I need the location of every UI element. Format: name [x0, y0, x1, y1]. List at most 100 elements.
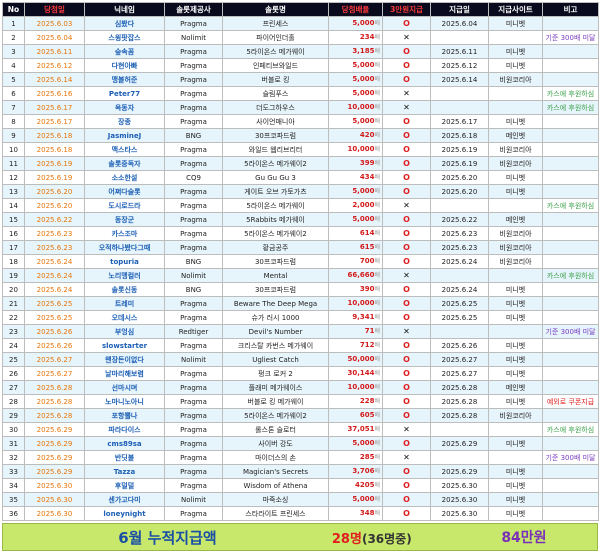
- cell-slot-name: 30프코파드럼: [222, 254, 329, 269]
- cell-provider: BNG: [164, 128, 223, 143]
- cell-nickname: loneynight: [84, 506, 165, 521]
- cell-note: [542, 16, 599, 31]
- cell-provider: Pragma: [164, 408, 223, 423]
- cell-provider: Pragma: [164, 478, 223, 493]
- unpaid-x-icon: ✕: [382, 198, 431, 213]
- cell-pay-site: 메인벳: [488, 128, 543, 143]
- cell-note: [542, 492, 599, 507]
- cell-slot-name: 5라이온스 메가웨이2: [222, 408, 329, 423]
- cell-note: 카스에 후원하심: [542, 422, 599, 437]
- multiplier-value: 420: [359, 131, 375, 139]
- cell-slot-name: Gu Gu Gu 3: [222, 170, 329, 185]
- table-row: 35 2025.6.30 센가고다미 Nolimit 마죽소싱 5,000배 O 2025.6…: [2, 492, 599, 507]
- cell-pay-date: 2025.6.29: [430, 464, 489, 479]
- cell-note: [542, 184, 599, 199]
- cell-multiplier: 420배: [328, 128, 383, 143]
- cell-note: 기준 300배 미달: [542, 30, 599, 45]
- table-row: 21 2025.6.25 트레미 Pragma Beware The Deep Mega…: [2, 296, 599, 311]
- cell-pay-site: 미니벳: [488, 44, 543, 59]
- cell-pay-date: 2025.6.30: [430, 478, 489, 493]
- multiplier-suffix: 배: [374, 48, 380, 55]
- table-row: 2 2025.6.04 스윙팟잡스 Nolimit 파이어인더홀 234배 ✕ 기준 300배…: [2, 30, 599, 45]
- cell-provider: Pragma: [164, 240, 223, 255]
- multiplier-suffix: 배: [374, 160, 380, 167]
- table-row: 24 2025.6.26 slowstarter Pragma 크리스탈 카번스 메가웨…: [2, 338, 599, 353]
- cell-pay-site: 메인벳: [488, 380, 543, 395]
- header-pay-date: 지급일: [430, 2, 489, 17]
- cell-no: 27: [2, 380, 25, 395]
- cell-pay-site: [488, 30, 543, 45]
- multiplier-value: 234: [359, 33, 375, 41]
- table-row: 34 2025.6.30 후덜덜 Pragma Wisdom of Athena 4205…: [2, 478, 599, 493]
- multiplier-value: 5,000: [352, 215, 375, 223]
- cell-pay-site: 비원코리아: [488, 254, 543, 269]
- cell-note: [542, 506, 599, 521]
- table-row: 13 2025.6.20 어쩌다슬롯 Pragma 게이트 오브 가토가츠 5,000배 O…: [2, 184, 599, 199]
- table-row: 23 2025.6.26 부엉심 Redtiger Devil's Number 71배 ✕…: [2, 324, 599, 339]
- multiplier-value: 71: [364, 327, 375, 335]
- paid-circle-icon: O: [382, 394, 431, 409]
- cell-pay-site: [488, 422, 543, 437]
- cell-win-date: 2025.6.25: [24, 296, 85, 311]
- cell-pay-date: 2025.6.11: [430, 44, 489, 59]
- table-row: 22 2025.6.25 오데시스 Pragma 슈가 러시 1000 9,341배 O 20…: [2, 310, 599, 325]
- cell-no: 30: [2, 422, 25, 437]
- multiplier-value: 615: [359, 243, 375, 251]
- table-row: 30 2025.6.29 파라다이스 Pragma 롤스톤 슬로터 37,051배 ✕ 카스에…: [2, 422, 599, 437]
- cell-provider: Nolimit: [164, 352, 223, 367]
- cell-win-date: 2025.6.30: [24, 478, 85, 493]
- cell-pay-site: 비원코리아: [488, 72, 543, 87]
- cell-no: 11: [2, 156, 25, 171]
- multiplier-value: 5,000: [352, 187, 375, 195]
- cell-no: 19: [2, 268, 25, 283]
- table-row: 17 2025.6.23 오적하나봤다그때 Pragma 황금공주 615배 O 2025.6…: [2, 240, 599, 255]
- cell-pay-site: 미니벳: [488, 184, 543, 199]
- cell-slot-name: 5라이온스 메가웨이2: [222, 156, 329, 171]
- cell-pay-site: 미니벳: [488, 16, 543, 31]
- multiplier-suffix: 배: [374, 146, 380, 153]
- cell-multiplier: 5,000배: [328, 436, 383, 451]
- cell-provider: Pragma: [164, 380, 223, 395]
- cell-no: 29: [2, 408, 25, 423]
- cell-pay-site: [488, 324, 543, 339]
- table-row: 31 2025.6.29 cms89sa Pragma 사이버 강도 5,000배 O 202…: [2, 436, 599, 451]
- cell-note: [542, 170, 599, 185]
- cell-multiplier: 605배: [328, 408, 383, 423]
- cell-pay-site: 미니벳: [488, 170, 543, 185]
- multiplier-suffix: 배: [374, 258, 380, 265]
- cell-pay-site: 미니벳: [488, 492, 543, 507]
- cell-multiplier: 5,000배: [328, 86, 383, 101]
- cell-pay-date: 2025.6.19: [430, 142, 489, 157]
- cell-nickname: 노마니노아니: [84, 394, 165, 409]
- table-row: 8 2025.6.17 장종 Pragma 사이언매니아 5,000배 O 2025.6.17…: [2, 114, 599, 129]
- cell-provider: Pragma: [164, 156, 223, 171]
- cell-nickname: 포항뿔나: [84, 408, 165, 423]
- multiplier-value: 390: [359, 285, 375, 293]
- cell-nickname: 트레미: [84, 296, 165, 311]
- cell-provider: Pragma: [164, 184, 223, 199]
- cell-nickname: 오적하나봤다그때: [84, 240, 165, 255]
- cell-provider: Pragma: [164, 86, 223, 101]
- table-row: 28 2025.6.28 노마니노아니 Pragma 버블로 킹 메가웨이 228배 O 20…: [2, 394, 599, 409]
- cell-no: 22: [2, 310, 25, 325]
- cell-provider: Pragma: [164, 226, 223, 241]
- cell-pay-date: 2025.6.23: [430, 240, 489, 255]
- header-win-date: 당첨일: [24, 2, 85, 17]
- cell-win-date: 2025.6.17: [24, 114, 85, 129]
- summary-bar: 6월 누적지급액 28명(36명중) 84만원: [2, 523, 598, 551]
- cell-nickname: 반딧불: [84, 450, 165, 465]
- table-row: 27 2025.6.28 선마시며 Pragma 플래미 메가웨이스 10,000배 O 20…: [2, 380, 599, 395]
- cell-slot-name: Ugliest Catch: [222, 352, 329, 367]
- cell-provider: Pragma: [164, 212, 223, 227]
- unpaid-x-icon: ✕: [382, 30, 431, 45]
- cell-multiplier: 2,000배: [328, 198, 383, 213]
- cell-no: 13: [2, 184, 25, 199]
- paid-circle-icon: O: [382, 492, 431, 507]
- multiplier-value: 700: [359, 257, 375, 265]
- cell-slot-name: 5라이온스 메가웨이: [222, 198, 329, 213]
- cell-multiplier: 5,000배: [328, 16, 383, 31]
- cell-note: [542, 408, 599, 423]
- table-row: 10 2025.6.18 맥스타스 Pragma 와일드 웹리브리터 10,000배 O 20…: [2, 142, 599, 157]
- cell-no: 14: [2, 198, 25, 213]
- paid-circle-icon: O: [382, 506, 431, 521]
